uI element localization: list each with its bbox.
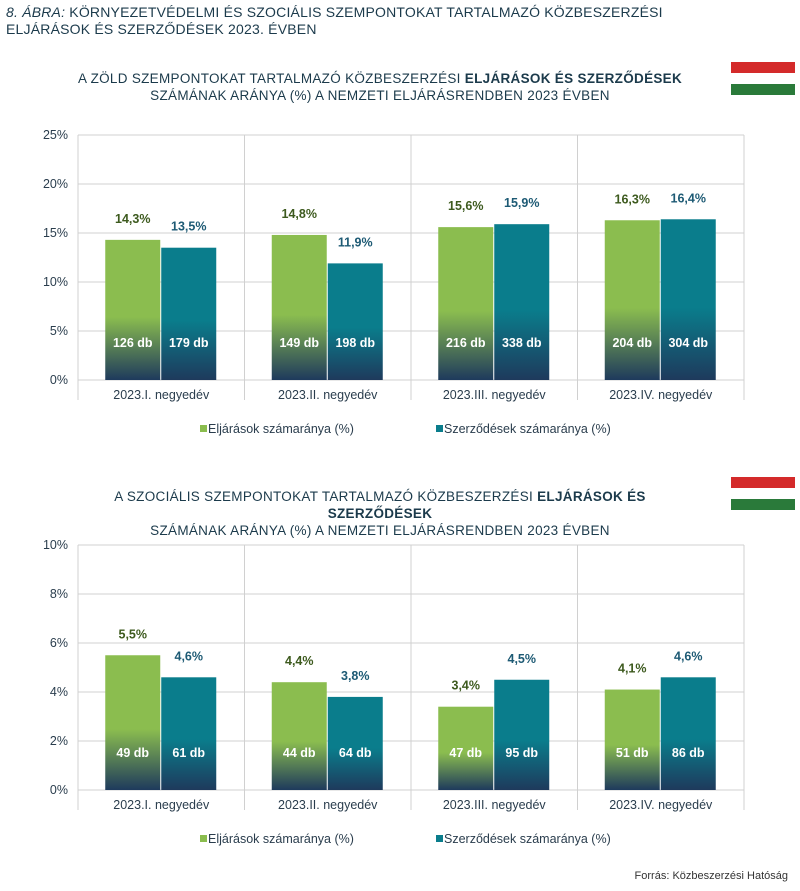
count-label: 216 db bbox=[446, 336, 486, 350]
count-label: 149 db bbox=[279, 336, 319, 350]
hungarian-flag-icon bbox=[731, 477, 795, 510]
legend-swatch bbox=[436, 425, 443, 432]
data-label: 5,5% bbox=[119, 627, 148, 641]
count-label: 204 db bbox=[612, 336, 652, 350]
chart-2-title-bold: ELJÁRÁSOK ÉS SZERZŐDÉSEK bbox=[327, 489, 646, 521]
y-tick-label: 0% bbox=[50, 783, 68, 797]
y-tick-label: 0% bbox=[50, 373, 68, 387]
bar-szerzodesek bbox=[327, 263, 383, 380]
chart-1-title-pre: A ZÖLD SZEMPONTOKAT TARTALMAZÓ KÖZBESZER… bbox=[77, 71, 465, 86]
count-label: 179 db bbox=[169, 336, 209, 350]
source-note: Forrás: Közbeszerzési Hatóság bbox=[634, 870, 788, 882]
bar-szerzodesek bbox=[660, 219, 716, 380]
data-label: 15,9% bbox=[504, 196, 539, 210]
legend-label: Eljárások számaránya (%) bbox=[208, 832, 354, 846]
bar-eljarasok bbox=[604, 220, 660, 380]
bar-eljarasok bbox=[271, 234, 327, 380]
x-tick-label: 2023.III. negyedév bbox=[443, 388, 547, 402]
bar-eljarasok bbox=[105, 239, 161, 380]
data-label: 16,4% bbox=[671, 191, 706, 205]
chart-2-title-pre: A SZOCIÁLIS SZEMPONTOKAT TARTALMAZÓ KÖZB… bbox=[114, 489, 538, 504]
chart-1-title-bold: ELJÁRÁSOK ÉS SZERZŐDÉSEK bbox=[464, 71, 683, 86]
y-tick-label: 5% bbox=[50, 324, 68, 338]
count-label: 95 db bbox=[505, 746, 538, 760]
bar-szerzodesek bbox=[161, 247, 217, 380]
count-label: 47 db bbox=[449, 746, 482, 760]
legend-swatch bbox=[200, 835, 207, 842]
x-tick-label: 2023.I. negyedév bbox=[113, 388, 210, 402]
legend-label: Szerződések számaránya (%) bbox=[444, 422, 611, 436]
y-tick-label: 20% bbox=[43, 177, 68, 191]
data-label: 4,1% bbox=[618, 662, 647, 676]
data-label: 14,8% bbox=[282, 207, 317, 221]
count-label: 86 db bbox=[672, 746, 705, 760]
count-label: 61 db bbox=[172, 746, 205, 760]
data-label: 3,4% bbox=[452, 679, 481, 693]
y-tick-label: 6% bbox=[50, 636, 68, 650]
data-label: 4,5% bbox=[508, 652, 537, 666]
count-label: 64 db bbox=[339, 746, 372, 760]
bar-szerzodesek bbox=[494, 679, 550, 790]
count-label: 51 db bbox=[616, 746, 649, 760]
chart-2: 0% 2% 4% 6% 8% 10% 5,5% 49 db 4,6% 61 db 2023.I. n… bbox=[43, 538, 745, 846]
x-tick-label: 2023.I. negyedév bbox=[113, 798, 210, 812]
data-label: 3,8% bbox=[341, 669, 370, 683]
x-tick-label: 2023.III. negyedév bbox=[443, 798, 547, 812]
data-label: 13,5% bbox=[171, 220, 206, 234]
legend-swatch bbox=[436, 835, 443, 842]
y-tick-label: 8% bbox=[50, 587, 68, 601]
data-label: 16,3% bbox=[615, 192, 650, 206]
chart-1-title: A ZÖLD SZEMPONTOKAT TARTALMAZÓ KÖZBESZER… bbox=[60, 70, 700, 104]
y-tick-label: 10% bbox=[43, 275, 68, 289]
bar-eljarasok bbox=[438, 706, 494, 790]
chart-2-title-line2: SZÁMÁNAK ARÁNYA (%) A NEMZETI ELJÁRÁSREN… bbox=[150, 523, 610, 538]
count-label: 44 db bbox=[283, 746, 316, 760]
figure-title: 8. ÁBRA: KÖRNYEZETVÉDELMI ÉS SZOCIÁLIS S… bbox=[6, 4, 726, 38]
x-tick-label: 2023.IV. negyedév bbox=[609, 798, 713, 812]
y-tick-label: 25% bbox=[43, 128, 68, 142]
legend-label: Szerződések számaránya (%) bbox=[444, 832, 611, 846]
bar-szerzodesek bbox=[327, 696, 383, 790]
count-label: 49 db bbox=[116, 746, 149, 760]
chart-2-title: A SZOCIÁLIS SZEMPONTOKAT TARTALMAZÓ KÖZB… bbox=[60, 488, 700, 539]
figure-title-text: KÖRNYEZETVÉDELMI ÉS SZOCIÁLIS SZEMPONTOK… bbox=[6, 4, 663, 37]
x-tick-label: 2023.II. negyedév bbox=[278, 388, 378, 402]
bar-eljarasok bbox=[438, 227, 494, 380]
count-label: 338 db bbox=[502, 336, 542, 350]
count-label: 126 db bbox=[113, 336, 153, 350]
x-tick-label: 2023.IV. negyedév bbox=[609, 388, 713, 402]
x-tick-label: 2023.II. negyedév bbox=[278, 798, 378, 812]
bar-eljarasok bbox=[604, 689, 660, 790]
bar-eljarasok bbox=[271, 682, 327, 790]
bar-szerzodesek bbox=[494, 224, 550, 380]
data-label: 14,3% bbox=[115, 212, 150, 226]
data-label: 4,6% bbox=[674, 649, 703, 663]
legend-swatch bbox=[200, 425, 207, 432]
legend-label: Eljárások számaránya (%) bbox=[208, 422, 354, 436]
y-tick-label: 4% bbox=[50, 685, 68, 699]
chart-1: 0% 5% 10% 15% 20% 25% 14,3% 126 db 13,5% 179 db 20… bbox=[43, 128, 745, 436]
y-tick-label: 15% bbox=[43, 226, 68, 240]
chart-1-title-line2: SZÁMÁNAK ARÁNYA (%) A NEMZETI ELJÁRÁSREN… bbox=[150, 88, 610, 103]
bar-szerzodesek bbox=[660, 677, 716, 790]
y-tick-label: 2% bbox=[50, 734, 68, 748]
data-label: 4,4% bbox=[285, 654, 314, 668]
figure-number: 8. ÁBRA: bbox=[6, 4, 66, 20]
data-label: 15,6% bbox=[448, 199, 483, 213]
bar-szerzodesek bbox=[161, 677, 217, 790]
data-label: 11,9% bbox=[338, 235, 373, 249]
count-label: 198 db bbox=[335, 336, 375, 350]
y-tick-label: 10% bbox=[43, 538, 68, 552]
data-label: 4,6% bbox=[175, 649, 204, 663]
bar-eljarasok bbox=[105, 655, 161, 790]
hungarian-flag-icon bbox=[731, 62, 795, 95]
count-label: 304 db bbox=[668, 336, 708, 350]
